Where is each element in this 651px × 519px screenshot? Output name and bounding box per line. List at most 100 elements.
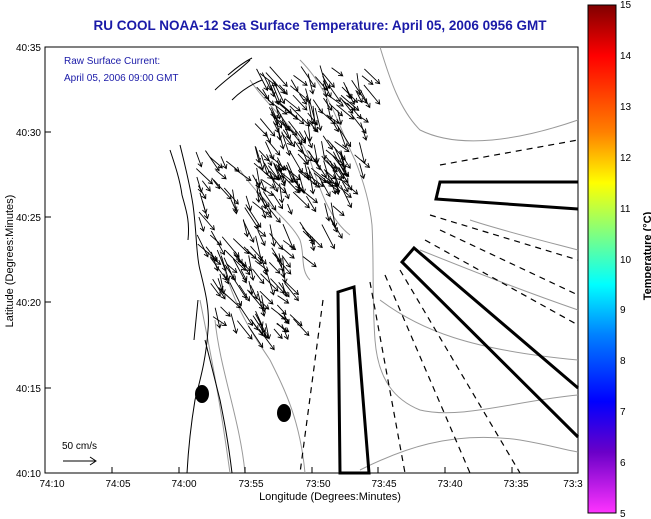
colorbar-tick: 13	[620, 102, 632, 113]
current-vector	[283, 280, 300, 296]
current-vector	[323, 158, 338, 173]
current-vector	[201, 200, 210, 220]
x-tick-label: 73:45	[371, 479, 396, 490]
current-vector	[324, 203, 331, 222]
current-vector	[265, 323, 272, 340]
current-vector	[265, 141, 275, 161]
current-vector	[300, 66, 316, 88]
current-vector	[338, 128, 348, 149]
current-vector	[292, 94, 308, 111]
current-vector	[311, 167, 334, 188]
current-vector	[354, 154, 371, 169]
current-vector	[269, 224, 277, 248]
current-vector	[288, 120, 306, 144]
current-vector	[290, 85, 309, 101]
current-vector	[196, 176, 204, 194]
current-vector	[314, 107, 323, 132]
current-vector	[244, 207, 259, 230]
current-vector	[356, 114, 369, 123]
current-vector	[252, 174, 261, 189]
current-vector	[309, 99, 318, 126]
y-tick-label: 40:25	[16, 213, 41, 224]
current-vector	[289, 314, 303, 327]
current-vector	[302, 256, 317, 268]
current-vector	[359, 163, 366, 180]
current-vector	[321, 224, 336, 250]
current-vector	[269, 154, 287, 171]
colorbar-tick: 5	[620, 509, 626, 519]
current-vector	[213, 179, 232, 200]
current-vector	[284, 122, 303, 146]
current-vector	[284, 98, 301, 112]
current-vector	[271, 83, 282, 104]
current-vector	[282, 175, 300, 194]
colorbar-tick: 8	[620, 356, 626, 367]
current-vector	[282, 311, 290, 325]
current-vector	[340, 94, 360, 111]
current-vector	[268, 207, 281, 224]
current-vector	[220, 306, 231, 317]
y-tick-label: 40:30	[16, 128, 41, 139]
current-vector	[313, 144, 320, 164]
current-vector	[308, 150, 321, 171]
current-vector	[259, 290, 274, 305]
current-vector	[272, 121, 280, 134]
current-vector	[290, 79, 299, 92]
radar-boxes	[336, 180, 580, 475]
current-vector	[305, 88, 312, 105]
current-vector	[271, 107, 278, 121]
current-vector	[259, 73, 278, 87]
current-vector	[258, 192, 270, 208]
current-vector	[195, 168, 214, 185]
current-vector	[293, 74, 308, 86]
current-vector	[288, 150, 303, 174]
current-vector	[281, 255, 291, 268]
colorbar-tick: 6	[620, 458, 626, 469]
current-vector	[220, 156, 228, 170]
current-vector	[270, 175, 279, 193]
scale-label: 50 cm/s	[62, 441, 97, 452]
current-vector	[337, 110, 343, 126]
current-vector	[318, 177, 331, 198]
current-vector	[278, 253, 286, 279]
current-vector	[276, 160, 283, 173]
current-vector	[312, 99, 323, 114]
current-vector	[212, 316, 228, 327]
current-vector	[223, 187, 239, 205]
current-vector	[257, 317, 267, 338]
y-tick-label: 40:10	[16, 469, 41, 480]
current-vector	[197, 185, 207, 200]
map-title: RU COOL NOAA-12 Sea Surface Temperature:…	[93, 18, 547, 33]
current-vector	[266, 154, 273, 167]
coastline	[169, 57, 263, 474]
current-vector	[278, 183, 285, 204]
current-vector	[325, 98, 333, 121]
current-vector	[303, 130, 313, 149]
current-vector	[355, 89, 363, 104]
current-vector	[261, 295, 267, 313]
current-vector	[309, 235, 316, 252]
current-vector	[350, 113, 367, 134]
current-vector	[322, 135, 333, 151]
current-vector	[356, 73, 363, 96]
current-vector	[359, 89, 371, 109]
current-vector	[273, 328, 283, 340]
current-vector	[276, 322, 288, 333]
x-tick-label: 73:3	[563, 479, 583, 490]
current-vector	[275, 164, 285, 179]
current-vector	[196, 234, 209, 258]
current-vector	[254, 226, 267, 237]
current-vector	[282, 240, 297, 251]
current-vector	[363, 84, 381, 105]
y-axis-label: Latitude (Degrees:Minutes)	[4, 194, 16, 328]
current-vector	[308, 103, 315, 125]
current-vector	[277, 295, 290, 304]
current-vector	[211, 177, 221, 190]
surface-current-vectors	[195, 65, 381, 351]
current-vector	[326, 114, 340, 124]
current-vector	[299, 93, 307, 105]
current-vector	[326, 93, 344, 107]
current-vector	[247, 289, 264, 310]
